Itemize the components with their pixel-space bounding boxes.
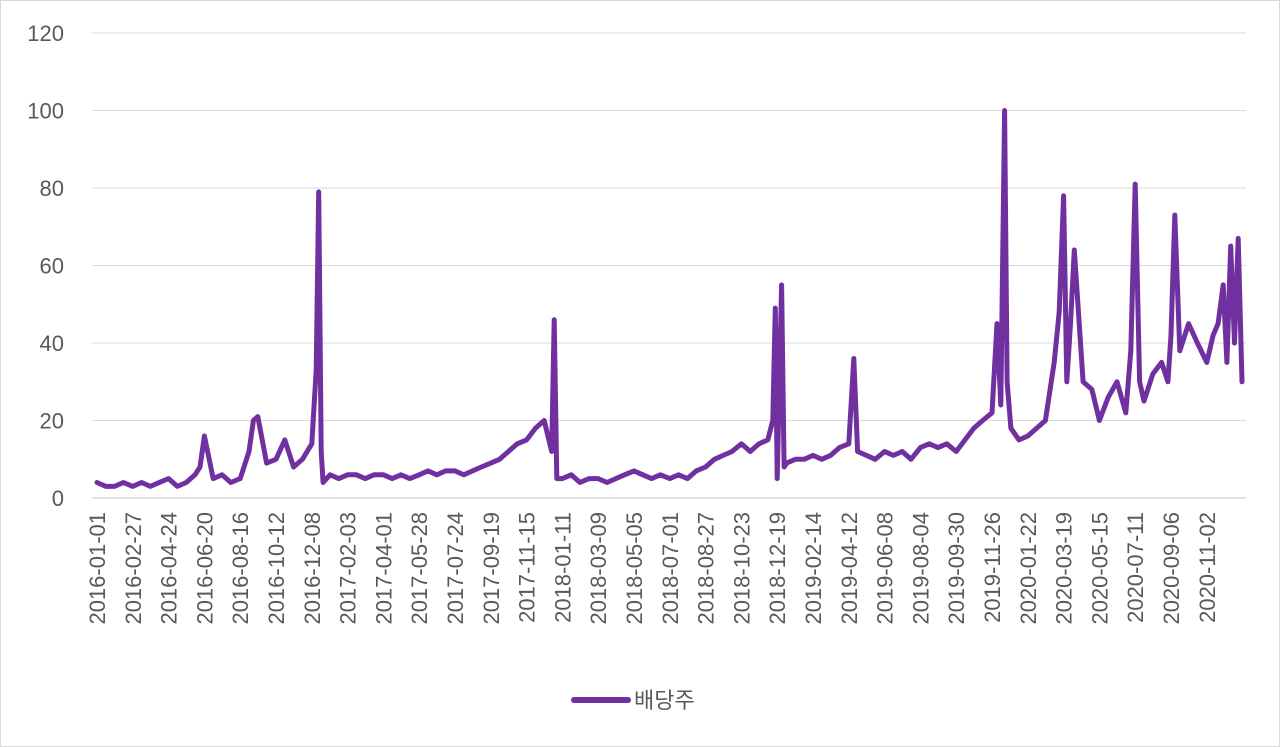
y-tick-label: 20 bbox=[40, 409, 64, 434]
x-tick-label: 2020-01-22 bbox=[1016, 512, 1041, 625]
x-tick-label: 2018-05-05 bbox=[622, 512, 647, 625]
legend: 배당주 bbox=[571, 689, 695, 714]
x-tick-label: 2017-05-28 bbox=[407, 512, 432, 625]
x-tick-label: 2018-08-27 bbox=[694, 512, 719, 625]
y-tick-label: 120 bbox=[27, 21, 64, 46]
series-layer bbox=[94, 108, 1245, 489]
x-tick-label: 2017-09-19 bbox=[479, 512, 504, 625]
legend-label: 배당주 bbox=[634, 689, 695, 714]
x-tick-label: 2016-02-27 bbox=[121, 512, 146, 625]
x-tick-label: 2016-08-16 bbox=[228, 512, 253, 625]
x-tick-label: 2018-07-01 bbox=[658, 512, 683, 625]
x-tick-label: 2018-03-09 bbox=[586, 512, 611, 625]
y-tick-label: 40 bbox=[40, 331, 64, 356]
x-tick-label: 2019-04-12 bbox=[837, 512, 862, 625]
x-tick-label: 2018-01-11 bbox=[550, 512, 575, 623]
y-tick-label: 60 bbox=[40, 254, 64, 279]
x-tick-label: 2017-04-01 bbox=[371, 512, 396, 625]
x-axis-ticks: 2016-01-01 2016-02-27 2016-04-24 2016-06-20… bbox=[85, 512, 1220, 625]
x-tick-label: 2016-10-12 bbox=[264, 512, 289, 625]
x-tick-label: 2019-11-26 bbox=[980, 512, 1005, 623]
x-tick-label: 2018-12-19 bbox=[765, 512, 790, 625]
x-tick-label: 2020-05-15 bbox=[1087, 512, 1112, 625]
gridlines bbox=[92, 32, 1246, 499]
x-tick-label: 2019-06-08 bbox=[873, 512, 898, 625]
x-tick-label: 2017-11-15 bbox=[515, 512, 540, 623]
series-line-배당주 bbox=[94, 108, 1245, 489]
x-tick-label: 2017-07-24 bbox=[443, 512, 468, 625]
x-tick-label: 2020-09-06 bbox=[1159, 512, 1184, 625]
x-tick-label: 2020-07-11 bbox=[1123, 512, 1148, 623]
x-tick-label: 2016-01-01 bbox=[85, 512, 110, 625]
x-tick-label: 2017-02-03 bbox=[336, 512, 361, 625]
x-tick-label: 2018-10-23 bbox=[729, 512, 754, 625]
x-tick-label: 2016-04-24 bbox=[157, 512, 182, 625]
x-tick-label: 2020-03-19 bbox=[1052, 512, 1077, 625]
x-tick-label: 2019-09-30 bbox=[944, 512, 969, 625]
y-axis-ticks: 0 20 40 60 80 100 120 bbox=[27, 21, 64, 511]
y-tick-label: 0 bbox=[52, 486, 64, 511]
y-tick-label: 80 bbox=[40, 176, 64, 201]
x-tick-label: 2016-06-20 bbox=[192, 512, 217, 625]
x-tick-label: 2020-11-02 bbox=[1195, 512, 1220, 623]
x-tick-label: 2019-02-14 bbox=[801, 512, 826, 625]
x-tick-label: 2019-08-04 bbox=[908, 512, 933, 625]
y-tick-label: 100 bbox=[27, 99, 64, 124]
x-tick-label: 2016-12-08 bbox=[300, 512, 325, 625]
